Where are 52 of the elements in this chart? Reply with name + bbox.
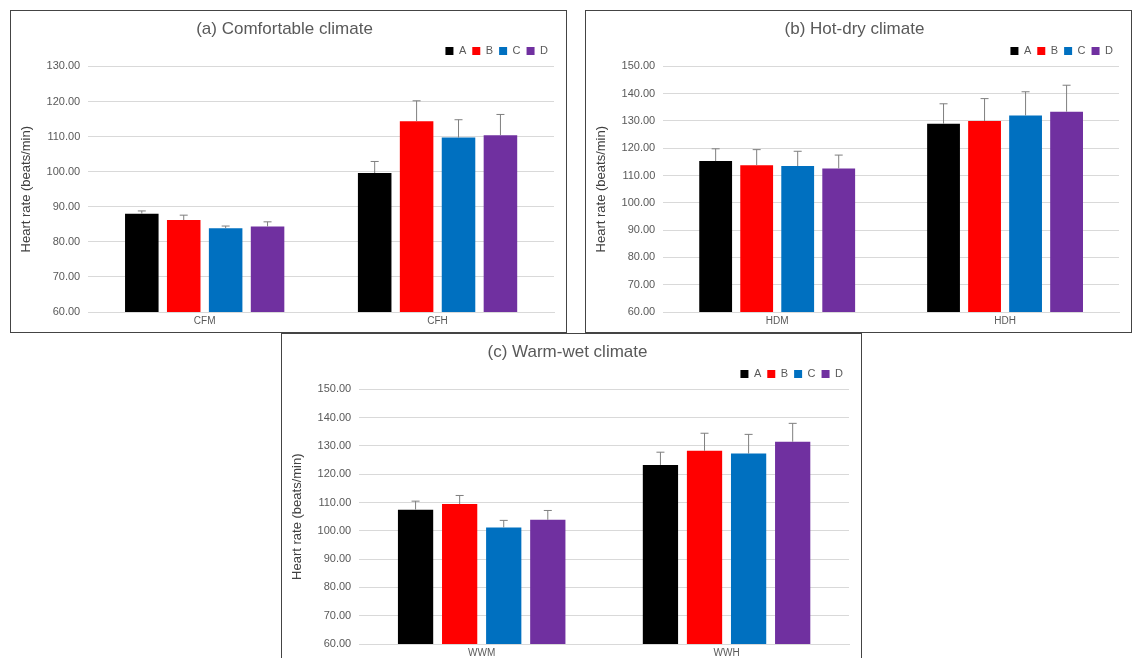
- y-tick-label: 110.00: [318, 495, 352, 508]
- y-tick-label: 140.00: [317, 410, 352, 423]
- legend-label: A: [753, 366, 762, 379]
- y-tick-label: 150.00: [621, 59, 656, 72]
- chart-title: (b) Hot-dry climate: [784, 18, 925, 38]
- y-tick-label: 110.00: [622, 168, 656, 181]
- legend-label: B: [780, 366, 789, 379]
- y-tick-label: 150.00: [317, 382, 352, 395]
- chart-title: (c) Warm-wet climate: [487, 341, 648, 361]
- chart-title: (a) Comfortable climate: [196, 18, 373, 38]
- y-tick-label: 120.00: [317, 467, 352, 480]
- y-tick-label: 90.00: [323, 552, 352, 565]
- legend-label: D: [1105, 43, 1114, 56]
- x-tick-label: HDM: [765, 314, 789, 326]
- y-tick-label: 100.00: [317, 523, 352, 536]
- y-tick-label: 110.00: [47, 129, 81, 142]
- legend-label: A: [1023, 43, 1032, 56]
- y-axis-title: Heart rate (beats/min): [18, 125, 34, 253]
- legend-label: C: [807, 366, 816, 379]
- y-axis-title: Heart rate (beats/min): [289, 453, 305, 580]
- legend-label: B: [1050, 43, 1059, 56]
- y-tick-label: 120.00: [46, 94, 81, 107]
- y-tick-label: 130.00: [317, 439, 352, 452]
- x-tick-label: CFH: [427, 314, 448, 326]
- y-tick-label: 70.00: [627, 277, 656, 290]
- y-tick-label: 90.00: [627, 223, 656, 236]
- y-tick-label: 60.00: [52, 305, 81, 318]
- legend-label: B: [485, 43, 494, 56]
- y-tick-label: 120.00: [621, 141, 656, 154]
- y-tick-label: 90.00: [52, 199, 81, 212]
- x-tick-label: HDH: [994, 314, 1016, 326]
- legend-label: C: [512, 43, 521, 56]
- y-tick-label: 70.00: [52, 269, 81, 282]
- y-tick-label: 60.00: [323, 637, 352, 650]
- legend-label: D: [540, 43, 549, 56]
- y-tick-label: 60.00: [627, 305, 656, 318]
- y-tick-label: 80.00: [627, 250, 656, 263]
- x-tick-label: WWH: [713, 646, 740, 658]
- y-tick-label: 130.00: [46, 59, 81, 72]
- y-tick-label: 70.00: [323, 608, 352, 621]
- x-tick-label: WWM: [468, 646, 496, 658]
- y-tick-label: 130.00: [621, 114, 656, 127]
- legend-label: D: [835, 366, 844, 379]
- y-axis-title: Heart rate (beats/min): [593, 125, 609, 253]
- legend-label: A: [458, 43, 467, 56]
- y-tick-label: 100.00: [46, 164, 81, 177]
- y-tick-label: 80.00: [52, 234, 81, 247]
- y-tick-label: 80.00: [323, 580, 352, 593]
- y-tick-label: 100.00: [621, 195, 656, 208]
- legend-label: C: [1077, 43, 1086, 56]
- x-tick-label: CFM: [193, 314, 216, 326]
- y-tick-label: 140.00: [621, 86, 656, 99]
